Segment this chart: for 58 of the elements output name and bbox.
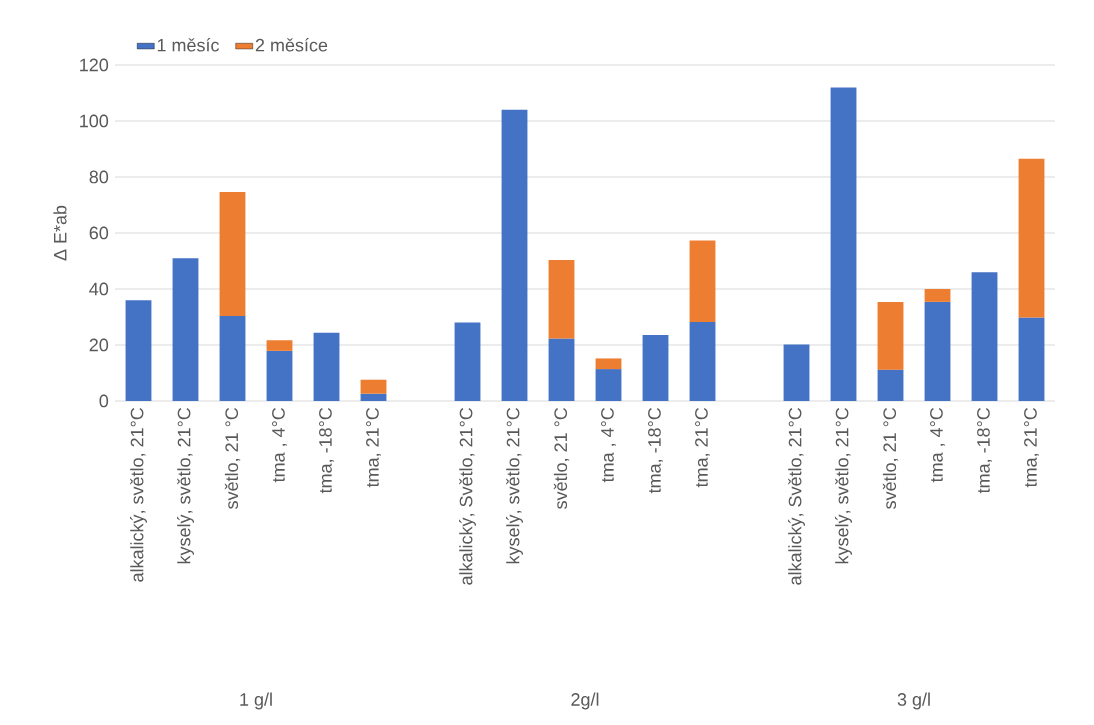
x-tick-label: tma, 21°C	[1024, 407, 1039, 488]
text: 1 g/l	[240, 692, 272, 710]
bar	[125, 300, 152, 401]
bar	[219, 192, 246, 316]
x-tick-label: kyselý, světlo, 21°C	[506, 407, 523, 564]
x-tick-label: alkalický, Světlo, 21°C	[788, 407, 805, 585]
x-tick-label: tma, -18°C	[977, 407, 992, 494]
y-axis-title: Δ E*ab	[53, 205, 67, 261]
bar	[783, 344, 810, 401]
bar	[971, 272, 998, 401]
bar	[548, 259, 575, 339]
bar	[924, 289, 951, 302]
y-tick-label: 80	[89, 170, 109, 184]
bar	[266, 350, 293, 401]
bar	[548, 338, 575, 401]
text: 3 g/l	[897, 692, 930, 710]
bar	[360, 379, 387, 394]
x-tick-label: tma, -18°C	[648, 407, 663, 494]
bar	[313, 332, 340, 401]
y-tick-label: 40	[89, 282, 109, 296]
y-tick-label: 60	[89, 226, 109, 240]
bar	[360, 393, 387, 401]
y-tick-label: 120	[80, 58, 109, 72]
bar	[172, 258, 199, 401]
x-tick-label: tma , 4°C	[272, 407, 287, 483]
x-tick-label: světlo, 21 °C	[882, 407, 899, 509]
bar	[689, 240, 716, 323]
y-tick-label: 20	[89, 338, 109, 352]
bar	[454, 322, 481, 401]
bar	[830, 87, 857, 401]
x-tick-label: tma, -18°C	[319, 407, 334, 494]
y-tick-label: 100	[80, 114, 109, 128]
bar	[595, 369, 622, 401]
legend-label: 2 měsíce	[255, 38, 328, 52]
bar	[595, 358, 622, 370]
bar	[1018, 158, 1045, 318]
x-tick-label: tma, 21°C	[366, 407, 381, 488]
text: 2g/l	[571, 692, 599, 710]
bar	[924, 301, 951, 401]
x-tick-label: alkalický, Světlo, 21°C	[459, 407, 476, 585]
x-tick-label: alkalický, světlo, 21°C	[130, 407, 147, 582]
bar	[1018, 317, 1045, 401]
bar	[689, 322, 716, 401]
x-tick-label: kyselý, světlo, 21°C	[835, 407, 852, 564]
bar	[642, 334, 669, 401]
y-tick-label: 0	[99, 394, 109, 408]
bar	[877, 301, 904, 370]
bar	[266, 340, 293, 351]
x-tick-label: tma , 4°C	[601, 407, 616, 483]
bar	[219, 315, 246, 401]
bar	[877, 369, 904, 401]
x-tick-label: kyselý, světlo, 21°C	[177, 407, 194, 564]
x-tick-label: světlo, 21 °C	[224, 407, 241, 509]
legend-label: 1 měsíc	[157, 38, 220, 52]
x-tick-label: světlo, 21 °C	[553, 407, 570, 509]
x-tick-label: tma , 4°C	[930, 407, 945, 483]
x-tick-label: tma, 21°C	[695, 407, 710, 488]
bar	[501, 109, 528, 401]
